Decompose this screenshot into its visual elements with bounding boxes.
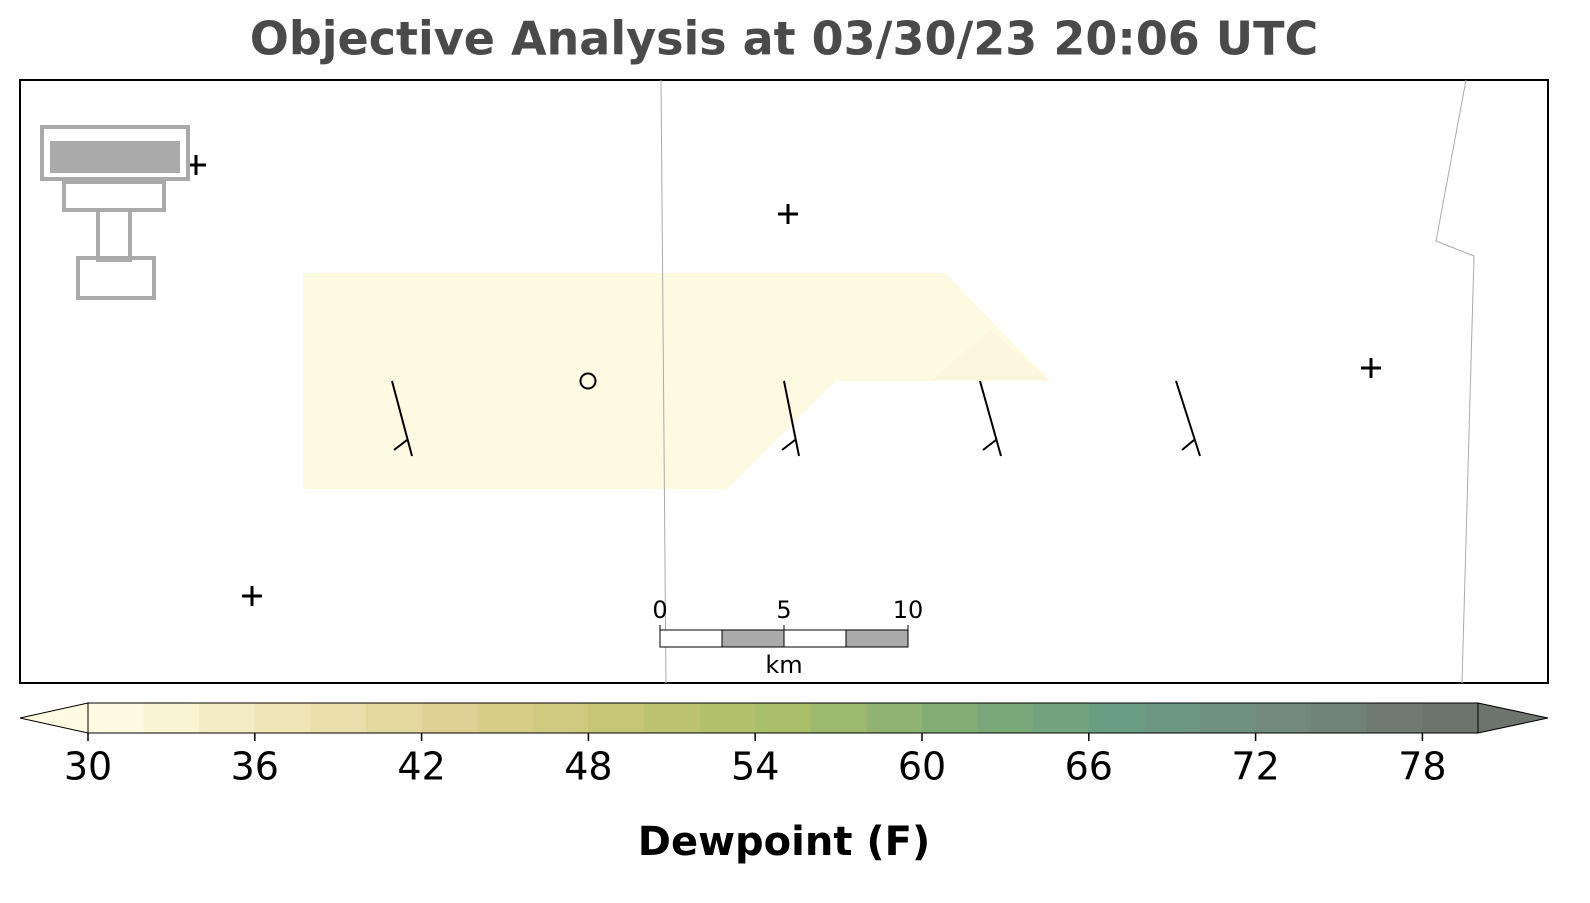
wind-barb	[1175, 380, 1201, 457]
scale-tick-label: 5	[776, 596, 791, 624]
colorbar-bin	[1200, 703, 1257, 733]
colorbar-bin	[810, 703, 867, 733]
station-markers	[186, 155, 1381, 606]
boundary	[660, 79, 667, 684]
shaded-area	[303, 273, 1050, 489]
logo	[40, 125, 190, 300]
x-tick-label: 48	[564, 745, 612, 789]
colorbar-bin	[977, 703, 1034, 733]
station-cross	[186, 155, 1381, 606]
scale-bar: 0 5 10 km	[652, 596, 923, 679]
map: 0 5 10 km	[19, 79, 1549, 684]
colorbar-extend-low	[19, 702, 89, 734]
wind-barbs	[391, 380, 1201, 457]
shaded-area	[930, 330, 1050, 381]
colorbar-bin	[1255, 703, 1312, 733]
colorbar-bin	[644, 703, 701, 733]
scale-segment	[721, 629, 785, 648]
x-tick-label: 30	[64, 745, 112, 789]
colorbar-bin	[477, 703, 534, 733]
colorbar-bin	[1422, 703, 1479, 733]
colorbar-bin	[699, 703, 756, 733]
colorbar-bin	[366, 703, 423, 733]
colorbar-bin	[1144, 703, 1201, 733]
scale-segment	[845, 629, 909, 648]
colorbar-bin	[1088, 703, 1145, 733]
scale-segment	[783, 629, 847, 648]
chart-title: Objective Analysis at 03/30/23 20:06 UTC	[250, 12, 1319, 66]
scale-unit: km	[765, 651, 802, 679]
colorbar-bin	[588, 703, 645, 733]
colorbar-label: Dewpoint (F)	[638, 819, 931, 865]
x-tick-label: 54	[731, 745, 779, 789]
x-tick-label: 72	[1231, 745, 1279, 789]
colorbar-bin	[199, 703, 256, 733]
colorbar-bin	[1311, 703, 1368, 733]
colorbar-bin	[254, 703, 311, 733]
colorbar-bin	[143, 703, 200, 733]
calm-station	[579, 372, 597, 390]
colorbar: 30 36 42 48 54 60 66 72 78	[19, 702, 1549, 789]
x-tick-label: 78	[1398, 745, 1446, 789]
x-tick-label: 42	[397, 745, 445, 789]
scale-segment	[659, 629, 723, 648]
wind-barb	[781, 380, 800, 457]
colorbar-bin	[310, 703, 367, 733]
scale-tick-label: 0	[652, 596, 667, 624]
colorbar-frame	[87, 702, 1479, 734]
colorbar-bin	[755, 703, 812, 733]
colorbar-bin	[1033, 703, 1090, 733]
colorbar-bin	[922, 703, 979, 733]
colorbar-bin	[866, 703, 923, 733]
x-tick-label: 36	[231, 745, 279, 789]
colorbar-extend-high	[1477, 702, 1549, 734]
colorbar-bin	[88, 703, 145, 733]
scale-tick-label: 10	[893, 596, 924, 624]
wind-barb	[979, 380, 1002, 457]
wind-barb	[391, 380, 413, 457]
colorbar-bin	[421, 703, 478, 733]
x-tick-label: 66	[1065, 745, 1113, 789]
boundary	[1435, 79, 1475, 684]
x-tick-label: 60	[898, 745, 946, 789]
colorbar-bin	[532, 703, 589, 733]
colorbar-bin	[1366, 703, 1423, 733]
